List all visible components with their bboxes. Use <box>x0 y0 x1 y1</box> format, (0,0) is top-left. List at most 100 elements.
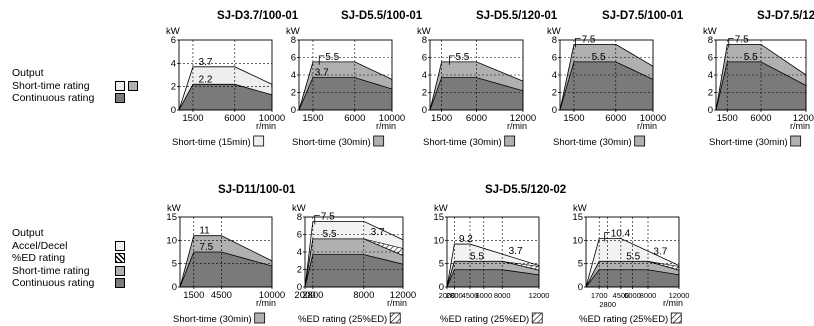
y-tick-label: 0 <box>578 282 583 293</box>
plot-frame <box>179 216 273 288</box>
chart-caption: %ED rating (25%ED) <box>440 314 529 325</box>
y-axis-label: kW <box>573 203 587 214</box>
caption-swatch <box>634 135 646 147</box>
x-tick-label: 10000 <box>259 113 285 124</box>
y-tick-label: 4 <box>422 70 427 81</box>
value-label: 5.5 <box>455 52 469 63</box>
value-label-leader <box>314 214 320 225</box>
chart-title: SJ-D3.7/100-01 <box>217 10 299 22</box>
caption-swatch <box>254 312 266 324</box>
value-label: 11 <box>199 226 210 237</box>
x-tick-label: 1500 <box>563 113 584 124</box>
chart-title: SJ-D5.5/120-02 <box>485 184 566 196</box>
value-label: 10.4 <box>611 228 631 239</box>
plot-frame <box>446 216 540 288</box>
y-tick-label: 6 <box>297 230 302 241</box>
caption-swatch <box>253 135 265 147</box>
value-label: 7.5 <box>735 34 749 45</box>
y-tick-label: 0 <box>297 282 302 293</box>
legend-swatch-hatch <box>115 253 125 263</box>
y-axis-label: kW <box>434 203 448 214</box>
legend-label: Continuous rating <box>12 277 95 289</box>
legend-label: %ED rating <box>12 252 66 264</box>
y-axis-label: kW <box>167 203 181 214</box>
chart-title: SJ-D7.5/100-01 <box>602 10 684 22</box>
chart-caption: Short-time (30min) <box>423 137 502 148</box>
legend-swatch-accel <box>115 240 125 251</box>
plot-frame <box>178 39 273 111</box>
y-axis-label: kW <box>417 26 431 37</box>
x-tick-label: 6000 <box>344 113 365 124</box>
value-label: 5.5 <box>592 52 606 63</box>
y-tick-label: 15 <box>572 212 583 223</box>
value-label: 7.5 <box>199 242 213 253</box>
caption-swatch <box>531 312 543 324</box>
value-label: 9.2 <box>459 234 473 245</box>
y-tick-label: 0 <box>708 105 713 116</box>
y-tick-label: 8 <box>552 35 557 46</box>
chart-caption: Short-time (30min) <box>292 137 371 148</box>
y-tick-label: 8 <box>422 35 427 46</box>
value-label: 5.5 <box>626 251 640 262</box>
x-tick-label: 1500 <box>302 113 323 124</box>
value-label: 7.5 <box>321 211 335 222</box>
y-axis-label: kW <box>292 203 306 214</box>
legend-label: Short-time rating <box>12 264 90 277</box>
value-label: 7.5 <box>582 34 596 45</box>
x-tick-label: 12000 <box>390 290 416 301</box>
x-tick-label: 1700 <box>591 291 608 300</box>
y-tick-label: 6 <box>708 53 713 64</box>
value-label: 5.5 <box>470 251 484 262</box>
y-tick-label: 6 <box>422 53 427 64</box>
y-axis-label: kW <box>703 26 717 37</box>
value-label: 5.5 <box>744 52 758 63</box>
chart-title: SJ-D5.5/100-01 <box>341 10 423 22</box>
legend-label: Output <box>12 67 44 79</box>
x-tick-label: 1500 <box>182 113 203 124</box>
y-tick-label: 2 <box>552 88 557 99</box>
x-tick-label: 6000 <box>466 113 487 124</box>
x-axis-label: r/min <box>637 121 657 131</box>
x-tick-label: 12000 <box>510 113 536 124</box>
legend-swatch-continuous <box>115 278 125 288</box>
chart-caption: Short-time (30min) <box>553 137 632 148</box>
y-tick-label: 8 <box>297 212 302 223</box>
chart-caption: Short-time (30min) <box>173 314 252 325</box>
y-tick-label: 2 <box>297 265 302 276</box>
x-tick-label: 8000 <box>353 290 374 301</box>
value-label: 5.5 <box>325 52 339 63</box>
legend-swatch-short_light <box>115 80 125 91</box>
x-tick-label: 6000 <box>624 291 641 300</box>
y-tick-label: 15 <box>433 212 444 223</box>
x-axis-label: r/min <box>663 298 683 308</box>
x-tick-label: 1500 <box>431 113 452 124</box>
value-label: 5.5 <box>323 229 337 240</box>
y-tick-label: 2 <box>708 88 713 99</box>
value-label-leader <box>604 232 610 242</box>
y-tick-label: 6 <box>552 53 557 64</box>
x-tick-label: 10000 <box>259 290 285 301</box>
caption-swatch <box>790 135 802 147</box>
y-tick-label: 4 <box>708 70 713 81</box>
chart-title: SJ-D7.5/120-01 <box>757 10 814 22</box>
chart-caption: %ED rating (25%ED) <box>579 314 668 325</box>
x-axis-label: r/min <box>256 121 276 131</box>
x-tick-label: 6000 <box>475 291 492 300</box>
legend-swatch-continuous <box>115 93 125 103</box>
y-tick-label: 0 <box>291 105 296 116</box>
x-axis-label: r/min <box>376 121 396 131</box>
value-label: 2.2 <box>199 74 213 85</box>
value-label: 3.7 <box>509 246 523 257</box>
y-tick-label: 2 <box>422 88 427 99</box>
legend-swatch-short_grey <box>115 265 125 276</box>
x-tick-label: 6000 <box>750 113 771 124</box>
chart-title: SJ-D5.5/120-01 <box>476 10 558 22</box>
y-tick-label: 5 <box>439 259 444 270</box>
legend-label: Short-time rating <box>12 79 90 92</box>
